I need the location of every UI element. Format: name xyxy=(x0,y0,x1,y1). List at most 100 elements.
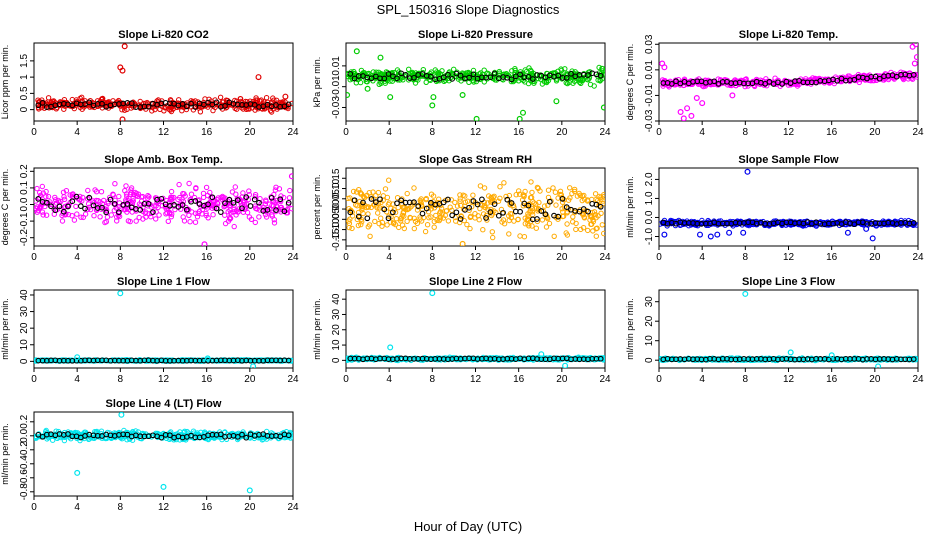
data-point xyxy=(581,192,587,199)
mean-point xyxy=(145,103,152,110)
mean-point xyxy=(491,70,498,77)
data-point xyxy=(592,191,599,197)
data-point xyxy=(880,77,886,83)
x-tick-label: 24 xyxy=(599,127,611,138)
outlier-point xyxy=(387,344,394,351)
figure-title: SPL_150316 Slope Diagnostics xyxy=(377,2,560,17)
data-point xyxy=(123,202,130,208)
data-point xyxy=(573,226,579,233)
data-point xyxy=(895,357,901,363)
x-tick-label: 8 xyxy=(118,374,124,385)
outlier-point xyxy=(828,352,835,359)
data-point xyxy=(43,212,50,218)
mean-point xyxy=(470,198,477,204)
data-point xyxy=(61,196,68,203)
y-axis-label: degrees C per min. xyxy=(625,44,635,121)
data-point xyxy=(499,355,505,361)
data-point xyxy=(513,192,519,198)
data-point xyxy=(660,83,666,89)
outlier-point xyxy=(117,290,124,297)
data-point xyxy=(537,188,543,194)
x-tick-label: 24 xyxy=(599,374,611,385)
data-point xyxy=(58,198,64,205)
data-point xyxy=(180,198,187,205)
data-point xyxy=(252,194,259,200)
mean-point xyxy=(179,202,186,208)
data-point xyxy=(355,222,362,229)
x-tick-label: 8 xyxy=(743,374,749,385)
mean-point xyxy=(188,100,194,107)
data-point xyxy=(288,357,293,364)
mean-point xyxy=(60,208,67,215)
series-points xyxy=(659,168,918,242)
data-point xyxy=(470,192,476,198)
y-tick-label: 40 xyxy=(19,289,30,301)
mean-point xyxy=(360,199,366,206)
data-point xyxy=(104,214,111,220)
mean-point xyxy=(256,199,262,206)
data-point xyxy=(252,219,259,226)
data-point xyxy=(80,214,87,221)
y-tick-label: 0 xyxy=(19,106,30,112)
y-tick-label: 2.0 xyxy=(644,172,655,186)
x-tick-label: 4 xyxy=(74,127,80,138)
x-tick-label: 16 xyxy=(826,252,838,263)
data-point xyxy=(122,188,128,194)
mean-point xyxy=(107,196,114,203)
data-point xyxy=(370,189,376,195)
data-point xyxy=(573,220,579,227)
plot-frame xyxy=(33,289,294,369)
data-point xyxy=(256,214,262,220)
x-tick-label: 0 xyxy=(31,374,37,385)
data-point xyxy=(598,210,604,217)
mean-point xyxy=(209,194,216,201)
x-tick-label: 8 xyxy=(118,127,124,138)
y-tick-label: 0.1 xyxy=(19,181,30,195)
data-point xyxy=(149,108,155,114)
y-tick-label: 0.2 xyxy=(19,414,30,428)
data-point xyxy=(577,192,583,199)
y-tick-label: 30 xyxy=(331,308,342,320)
data-point xyxy=(735,355,742,361)
y-tick-label: 0.0 xyxy=(644,210,655,224)
y-tick-label: -1.0 xyxy=(644,227,655,245)
data-point xyxy=(567,185,573,191)
data-point xyxy=(520,192,526,198)
data-point xyxy=(873,355,880,362)
data-point xyxy=(263,214,270,220)
mean-point xyxy=(145,200,152,207)
y-tick-label: 0 xyxy=(644,357,655,363)
data-point xyxy=(78,214,84,220)
data-point xyxy=(108,212,115,218)
y-tick-label: -0.2 xyxy=(19,229,30,247)
mean-point xyxy=(834,77,841,84)
mean-point xyxy=(445,71,451,78)
x-tick-label: 20 xyxy=(556,252,568,263)
data-point xyxy=(489,197,495,204)
y-axis-label: Licor ppm per min. xyxy=(0,45,10,120)
data-point xyxy=(112,181,118,187)
data-point xyxy=(359,219,365,225)
data-point xyxy=(433,212,439,219)
x-tick-label: 4 xyxy=(699,374,705,385)
data-point xyxy=(444,208,450,214)
data-point xyxy=(208,98,215,104)
x-tick-label: 24 xyxy=(912,374,924,385)
data-point xyxy=(533,225,539,231)
data-point xyxy=(397,216,404,222)
data-point xyxy=(591,83,597,89)
data-point xyxy=(600,357,605,363)
data-point xyxy=(501,180,507,186)
x-tick-label: 12 xyxy=(470,374,482,385)
x-tick-label: 12 xyxy=(470,252,482,263)
chart-panel: Slope Li-820 Temp.degrees C per min.0 4 8 1… xyxy=(625,29,924,138)
mean-point xyxy=(273,207,279,213)
data-point xyxy=(367,233,373,240)
y-tick-label: -0.01 xyxy=(331,75,342,98)
outlier-point xyxy=(600,104,605,111)
data-point xyxy=(240,190,246,196)
y-tick-label: -0.03 xyxy=(644,109,655,132)
y-tick-label: 20 xyxy=(331,324,342,336)
x-tick-label: 12 xyxy=(783,127,795,138)
data-point xyxy=(511,218,517,224)
